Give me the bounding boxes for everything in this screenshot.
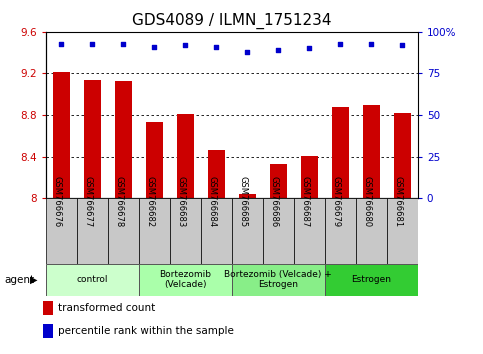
Bar (170, 198, 201, 264)
Bar (387, 198, 418, 264)
Point (57, 41, 65, 46)
Text: GSM766687: GSM766687 (300, 176, 309, 227)
Bar (394, 113, 411, 198)
Text: GSM766681: GSM766681 (393, 176, 402, 227)
Bar (43, 301, 53, 315)
Point (368, 41, 375, 46)
Point (182, 42, 189, 48)
Point (88, 41, 96, 46)
Text: GSM766683: GSM766683 (176, 176, 185, 227)
Point (243, 49, 251, 55)
Bar (232, 264, 325, 296)
Bar (301, 156, 318, 198)
Bar (139, 264, 232, 296)
Text: GSM766680: GSM766680 (362, 176, 371, 227)
Bar (201, 198, 232, 264)
Bar (46, 264, 139, 296)
Text: GSM766676: GSM766676 (52, 176, 61, 227)
Title: GDS4089 / ILMN_1751234: GDS4089 / ILMN_1751234 (132, 13, 332, 29)
Bar (77, 198, 108, 264)
Bar (325, 198, 356, 264)
Text: Bortezomib
(Velcade): Bortezomib (Velcade) (159, 270, 212, 289)
Text: percentile rank within the sample: percentile rank within the sample (58, 326, 234, 336)
Text: control: control (77, 275, 108, 284)
Point (305, 46, 313, 51)
Bar (356, 198, 387, 264)
Point (119, 41, 127, 46)
Bar (363, 105, 380, 198)
Point (274, 47, 282, 53)
Text: GSM766678: GSM766678 (114, 176, 123, 227)
Text: GSM766682: GSM766682 (145, 176, 155, 227)
Bar (332, 107, 349, 198)
Bar (115, 81, 132, 198)
Text: transformed count: transformed count (58, 303, 156, 313)
Bar (270, 164, 287, 198)
Point (213, 44, 220, 50)
Bar (177, 114, 194, 198)
Bar (108, 198, 139, 264)
Text: GSM766684: GSM766684 (207, 176, 216, 227)
Bar (263, 198, 294, 264)
Bar (325, 264, 418, 296)
Point (337, 41, 344, 46)
Bar (208, 150, 225, 198)
Bar (146, 122, 163, 198)
Text: GSM766686: GSM766686 (270, 176, 278, 227)
Text: Bortezomib (Velcade) +
Estrogen: Bortezomib (Velcade) + Estrogen (225, 270, 332, 289)
Point (398, 42, 406, 48)
Text: Estrogen: Estrogen (351, 275, 391, 284)
Bar (43, 324, 53, 338)
Text: GSM766685: GSM766685 (238, 176, 247, 227)
Bar (239, 194, 256, 198)
Bar (46, 198, 77, 264)
Point (151, 44, 158, 50)
Text: GSM766677: GSM766677 (84, 176, 92, 227)
Bar (84, 80, 101, 198)
Bar (232, 198, 263, 264)
Bar (139, 198, 170, 264)
Bar (53, 73, 70, 198)
Text: ▶: ▶ (30, 275, 38, 285)
Text: agent: agent (5, 275, 35, 285)
Text: GSM766679: GSM766679 (331, 176, 341, 227)
Bar (294, 198, 325, 264)
